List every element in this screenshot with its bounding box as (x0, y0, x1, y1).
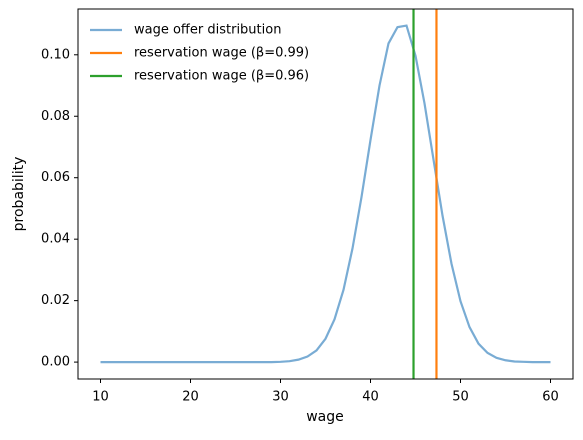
y-tick-label: 0.08 (41, 109, 70, 124)
y-tick-label: 0.02 (41, 293, 70, 308)
x-tick-label: 50 (452, 390, 469, 405)
y-tick-label: 0.10 (41, 47, 70, 62)
legend-label: wage offer distribution (134, 23, 281, 38)
x-tick-label: 20 (182, 390, 199, 405)
x-tick-label: 30 (272, 390, 289, 405)
x-tick-label: 40 (362, 390, 379, 405)
y-tick-label: 0.04 (41, 232, 70, 247)
y-axis-label: probability (11, 157, 27, 232)
y-tick-label: 0.06 (41, 170, 70, 185)
y-tick-label: 0.00 (41, 355, 70, 370)
x-tick-label: 10 (92, 390, 109, 405)
x-tick-label: 60 (542, 390, 559, 405)
legend-label: reservation wage (β=0.96) (134, 69, 309, 84)
x-axis-label: wage (306, 409, 344, 425)
axes-frame (77, 8, 574, 380)
legend-label: reservation wage (β=0.99) (134, 46, 309, 61)
line (100, 24, 551, 364)
